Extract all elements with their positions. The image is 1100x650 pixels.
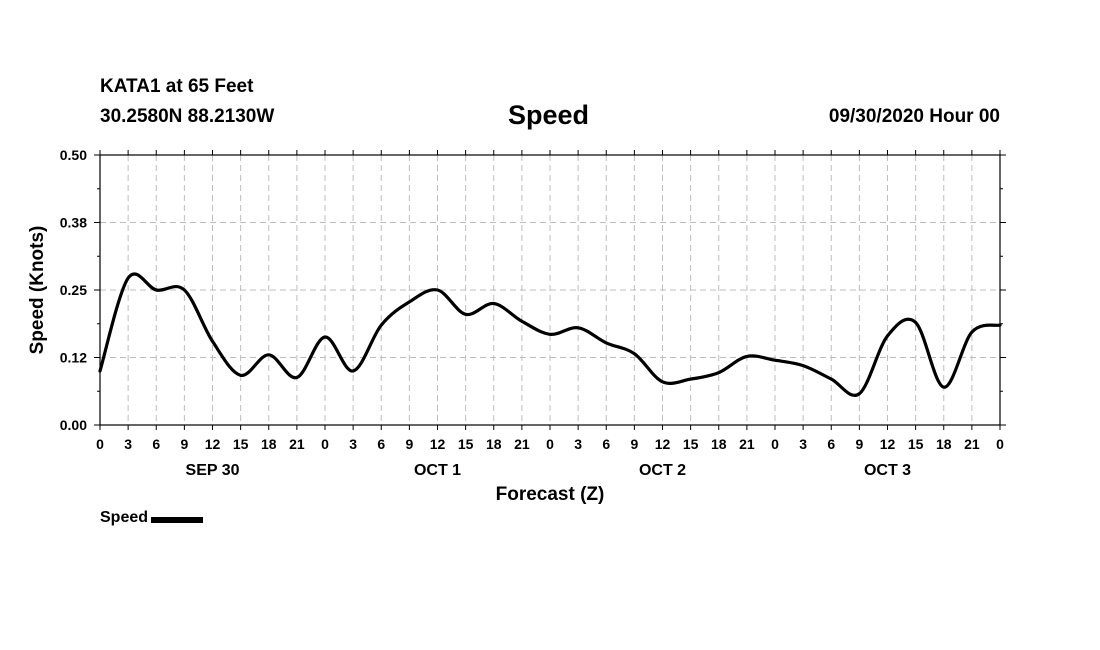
y-tick-label: 0.00 bbox=[60, 417, 87, 433]
x-tick-label: 12 bbox=[205, 436, 221, 452]
x-tick-label: 18 bbox=[486, 436, 502, 452]
day-label: SEP 30 bbox=[186, 462, 240, 479]
x-tick-label: 9 bbox=[630, 436, 638, 452]
chart-title: Speed bbox=[508, 100, 590, 130]
y-tick-label: 0.12 bbox=[60, 350, 87, 366]
day-label: OCT 2 bbox=[639, 462, 686, 479]
speed-series-line bbox=[98, 272, 1002, 397]
x-tick-label: 3 bbox=[574, 436, 582, 452]
axis-labels: 0.00 0.12 0.25 0.38 0.50 0 3 6 9 12 15 18 21 0 3 6 9 12 15… bbox=[60, 147, 1004, 479]
x-tick-label: 6 bbox=[377, 436, 385, 452]
legend-label: Speed bbox=[100, 509, 149, 526]
x-tick-label: 9 bbox=[180, 436, 188, 452]
series-layer bbox=[98, 272, 1002, 397]
x-tick-label: 3 bbox=[124, 436, 132, 452]
x-tick-label: 9 bbox=[855, 436, 863, 452]
y-tick-label: 0.25 bbox=[60, 282, 87, 298]
x-tick-label: 12 bbox=[880, 436, 896, 452]
x-tick-label: 21 bbox=[964, 436, 980, 452]
y-tick-label: 0.50 bbox=[60, 147, 87, 163]
forecast-datestamp: 09/30/2020 Hour 00 bbox=[828, 106, 1000, 127]
y-axis-label: Speed (Knots) bbox=[27, 226, 48, 355]
x-tick-label: 18 bbox=[936, 436, 952, 452]
x-tick-label: 18 bbox=[261, 436, 277, 452]
x-tick-label: 6 bbox=[602, 436, 610, 452]
x-tick-label: 6 bbox=[152, 436, 160, 452]
x-tick-label: 3 bbox=[349, 436, 357, 452]
x-axis-label: Forecast (Z) bbox=[496, 484, 605, 505]
x-tick-label: 9 bbox=[405, 436, 413, 452]
x-tick-label: 6 bbox=[827, 436, 835, 452]
x-tick-label: 15 bbox=[233, 436, 249, 452]
legend-swatch bbox=[151, 517, 204, 523]
day-label: OCT 1 bbox=[414, 462, 461, 479]
x-tick-label: 3 bbox=[799, 436, 807, 452]
station-coordinates: 30.2580N 88.2130W bbox=[100, 106, 275, 127]
x-tick-label: 21 bbox=[514, 436, 530, 452]
x-tick-label: 12 bbox=[655, 436, 671, 452]
x-tick-label: 21 bbox=[739, 436, 755, 452]
x-tick-label: 0 bbox=[96, 436, 104, 452]
x-tick-label: 0 bbox=[546, 436, 554, 452]
x-tick-label: 21 bbox=[289, 436, 305, 452]
x-tick-label: 18 bbox=[711, 436, 727, 452]
station-name: KATA1 at 65 Feet bbox=[100, 76, 254, 97]
x-tick-label: 15 bbox=[908, 436, 924, 452]
y-tick-label: 0.38 bbox=[60, 215, 87, 231]
x-tick-label: 12 bbox=[430, 436, 446, 452]
x-tick-label: 15 bbox=[458, 436, 474, 452]
x-tick-label: 0 bbox=[321, 436, 329, 452]
axis-ticks bbox=[94, 150, 1006, 430]
day-label: OCT 3 bbox=[864, 462, 911, 479]
x-tick-label: 0 bbox=[996, 436, 1004, 452]
legend: Speed bbox=[100, 509, 204, 527]
x-tick-label: 15 bbox=[683, 436, 699, 452]
x-tick-label: 0 bbox=[771, 436, 779, 452]
